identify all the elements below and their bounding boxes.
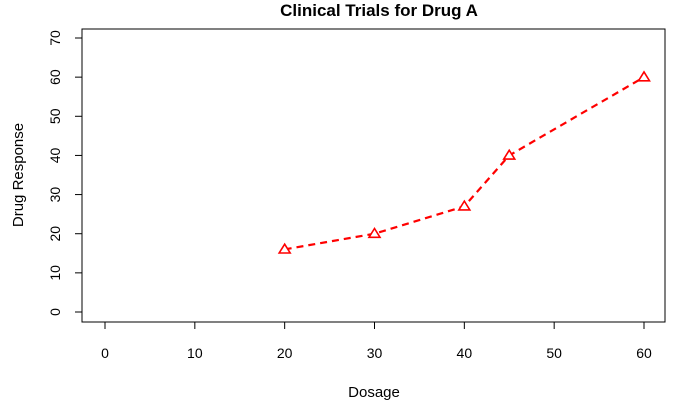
data-point-marker (457, 199, 472, 211)
y-tick-label: 60 (47, 69, 63, 85)
y-tick-label: 30 (47, 187, 63, 203)
data-point-marker (277, 242, 292, 254)
plot-area-frame (81, 28, 666, 323)
y-tick-label: 50 (47, 108, 63, 124)
x-axis-label: Dosage (348, 384, 400, 401)
y-tick-label: 70 (47, 30, 63, 46)
x-axis: 0 10 20 30 40 50 60 (101, 321, 652, 361)
x-tick-label: 50 (546, 345, 562, 361)
y-tick-label: 10 (47, 265, 63, 281)
chart-title: Clinical Trials for Drug A (280, 1, 478, 20)
x-tick-label: 60 (636, 345, 652, 361)
series-layer (277, 70, 651, 254)
x-tick-label: 40 (457, 345, 473, 361)
y-axis-label: Drug Response (10, 123, 27, 227)
y-tick-label: 0 (47, 308, 63, 316)
x-tick-label: 30 (367, 345, 383, 361)
x-tick-label: 0 (101, 345, 109, 361)
y-tick-label: 40 (47, 147, 63, 163)
y-axis: 0 10 20 30 40 50 60 70 (47, 30, 83, 316)
data-point-marker (367, 226, 382, 239)
data-point-marker (637, 70, 651, 82)
x-tick-label: 20 (277, 345, 293, 361)
x-tick-label: 10 (187, 345, 203, 361)
data-point-marker (502, 148, 517, 160)
series-line (284, 76, 645, 251)
y-tick-label: 20 (47, 226, 63, 242)
